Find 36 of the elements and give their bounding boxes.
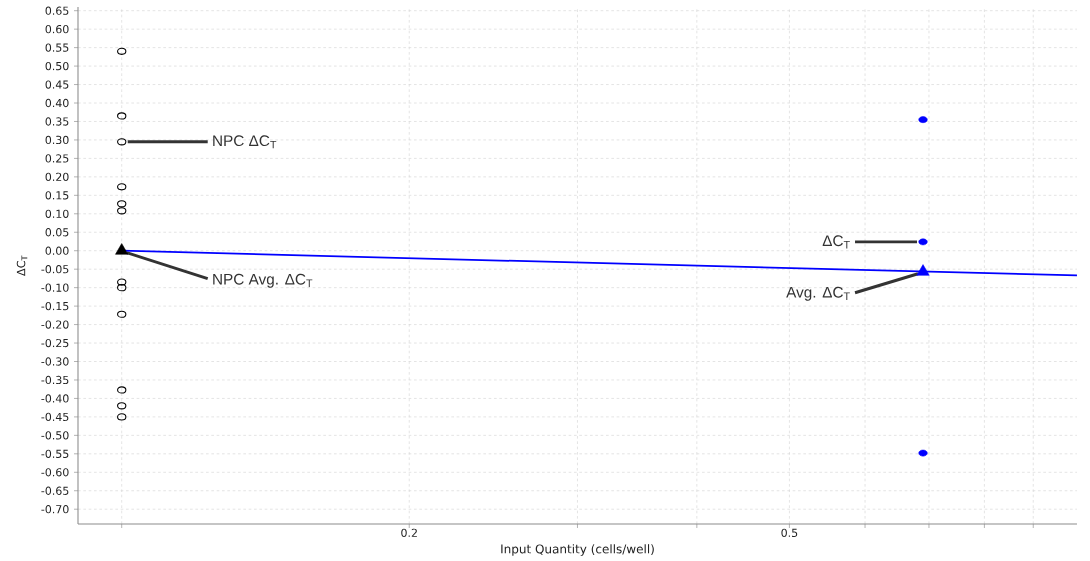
y-tick-label: 0.00 — [45, 246, 69, 255]
y-tick-label: 0.05 — [45, 228, 69, 237]
y-tick-label: -0.50 — [41, 431, 69, 440]
text: NPC Avg. ΔC$_{T}$ — [213, 273, 313, 288]
y-tick-label: -0.65 — [41, 486, 69, 495]
y-tick-label: 0.30 — [45, 135, 69, 145]
y-tick-label: -0.05 — [41, 265, 69, 274]
y-tick-label: -0.55 — [41, 449, 69, 458]
y-tick-label: 0.15 — [45, 191, 69, 200]
y-tick-label: -0.35 — [41, 375, 69, 385]
text: NPC ΔC$_{T}$ — [213, 135, 277, 149]
y-tick-label: -0.15 — [41, 301, 69, 311]
y-tick-label: 0.55 — [45, 43, 69, 52]
text: ΔC$_{T}$ — [822, 235, 850, 249]
y-tick-label: 0.20 — [45, 172, 69, 182]
y-tick-label: -0.10 — [41, 283, 69, 292]
y-tick-label: 0.60 — [45, 25, 69, 34]
x-axis-title: Input Quantity (cells/well) — [501, 544, 654, 556]
y-tick-label: -0.20 — [41, 320, 69, 329]
y-tick-label: -0.70 — [41, 505, 69, 514]
text: Avg. ΔC$_{T}$ — [786, 286, 850, 301]
x-tick-label: 0.2 — [401, 528, 417, 538]
y-tick-label: -0.45 — [41, 412, 69, 422]
y-tick-label: 0.35 — [45, 117, 69, 126]
y-tick-label: 0.65 — [45, 6, 69, 15]
y-tick-label: -0.30 — [41, 357, 69, 366]
y-tick-label: -0.60 — [41, 468, 69, 477]
y-tick-label: 0.45 — [45, 80, 69, 89]
x-tick-label: 0.5 — [781, 528, 798, 538]
y-tick-label: 0.10 — [45, 209, 69, 218]
y-tick-label: -0.40 — [41, 394, 69, 403]
y-axis-title: ΔC$_{T}$ — [16, 255, 28, 276]
y-tick-label: 0.40 — [45, 98, 69, 108]
y-tick-label: 0.50 — [45, 61, 69, 71]
y-tick-label: -0.25 — [41, 338, 69, 348]
y-tick-label: 0.25 — [45, 154, 69, 163]
